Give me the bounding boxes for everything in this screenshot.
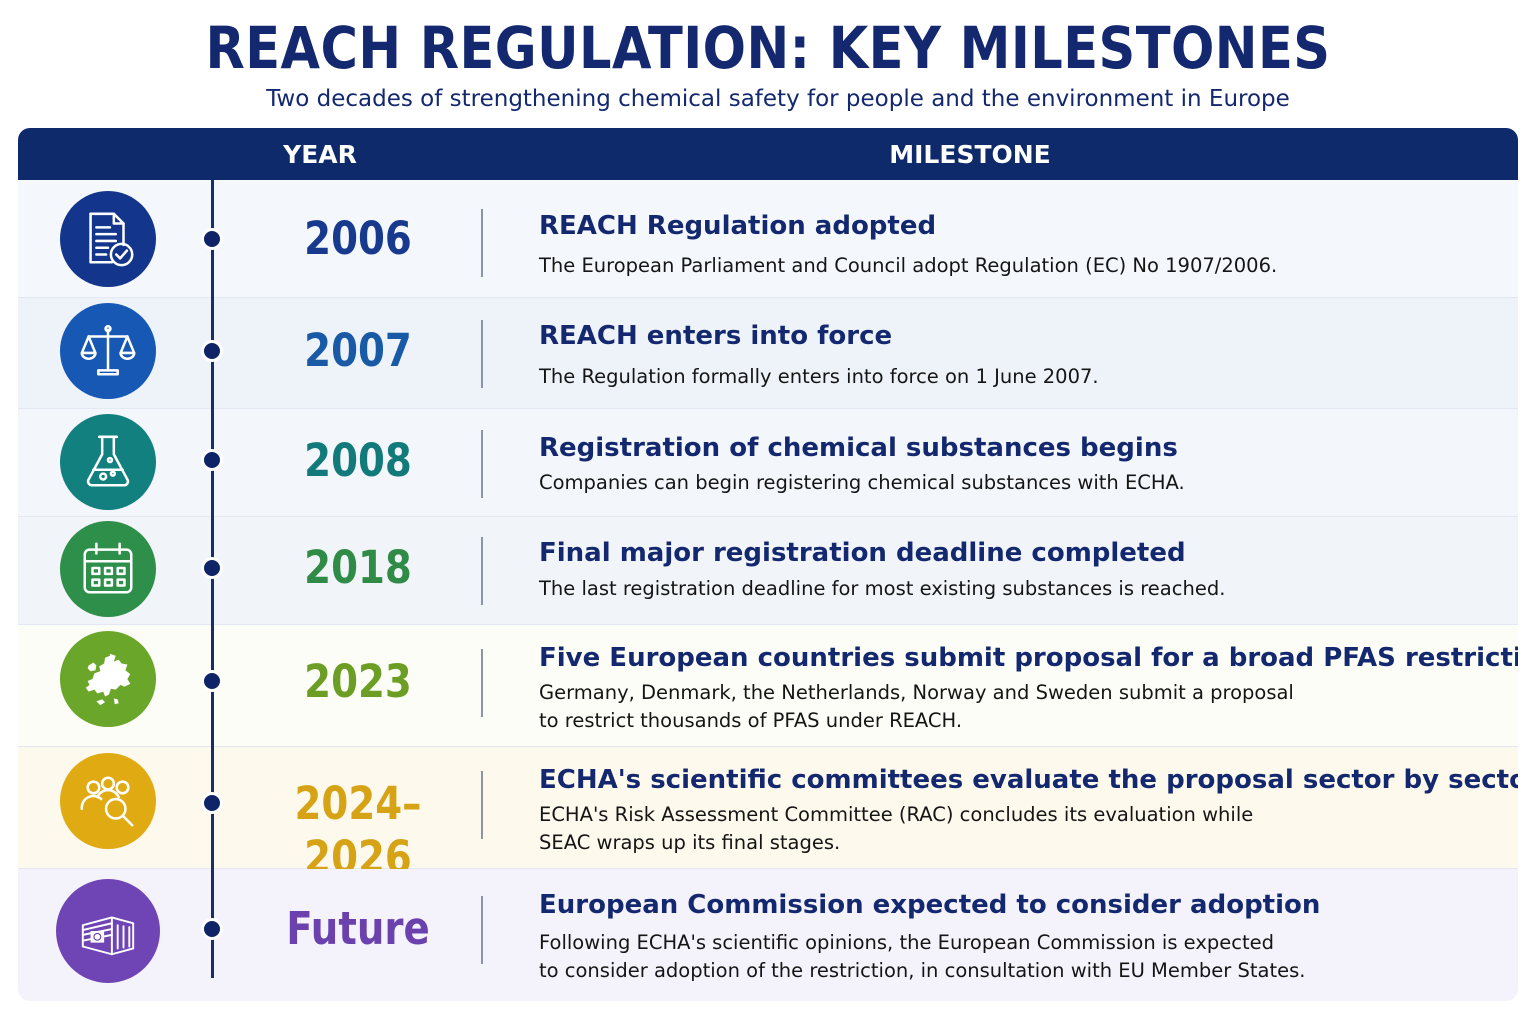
column-divider [481, 537, 483, 605]
timeline-dot [201, 557, 223, 579]
scales-icon [60, 303, 156, 399]
table-header: YEAR MILESTONE [18, 128, 1518, 180]
page-subtitle: Two decades of strengthening chemical sa… [266, 86, 1290, 112]
milestone-description: Companies can begin registering chemical… [539, 471, 1185, 494]
column-divider [481, 320, 483, 388]
milestone-title: European Commission expected to consider… [539, 890, 1321, 920]
milestone-title: ECHA's scientific committees evaluate th… [539, 765, 1518, 795]
milestone-description: ECHA's Risk Assessment Committee (RAC) c… [539, 801, 1399, 857]
year-label: Future [286, 902, 430, 955]
timeline-line [211, 180, 214, 978]
milestone-description: Germany, Denmark, the Netherlands, Norwa… [539, 679, 1399, 735]
page-header: REACH REGULATION: KEY MILESTONES Two dec… [0, 0, 1536, 128]
timeline-dot [201, 670, 223, 692]
milestone-description-line: ECHA's Risk Assessment Committee (RAC) c… [539, 803, 1254, 826]
timeline-dot [201, 792, 223, 814]
calendar-icon [60, 521, 156, 617]
committee-search-icon [60, 753, 156, 849]
timeline-dot [201, 228, 223, 250]
table-row: 2006 REACH Regulation adopted The Europe… [18, 180, 1518, 298]
year-label: 2018 [304, 541, 412, 594]
year-label: 2008 [304, 434, 412, 487]
document-check-icon [60, 191, 156, 287]
table-row: Future European Commission expected to c… [18, 869, 1518, 1001]
milestone-description-line: to restrict thousands of PFAS under REAC… [539, 709, 963, 732]
milestone-title: REACH Regulation adopted [539, 211, 937, 241]
column-header-milestone: MILESTONE [889, 140, 1051, 169]
column-divider [481, 771, 483, 839]
table-row: 2023 Five European countries submit prop… [18, 625, 1518, 747]
column-header-year: YEAR [283, 140, 357, 169]
milestone-description: The European Parliament and Council adop… [539, 254, 1278, 277]
year-label: 2023 [304, 655, 412, 708]
europe-map-icon [60, 631, 156, 727]
milestone-description-line: SEAC wraps up its final stages. [539, 831, 841, 854]
milestone-description-line: Germany, Denmark, the Netherlands, Norwa… [539, 681, 1294, 704]
table-row: 2018 Final major registration deadline c… [18, 517, 1518, 625]
table-row: 2008 Registration of chemical substances… [18, 409, 1518, 517]
milestone-description-line: to consider adoption of the restriction,… [539, 959, 1306, 982]
milestone-description: The last registration deadline for most … [539, 577, 1226, 600]
milestone-title: Registration of chemical substances begi… [539, 433, 1178, 463]
column-divider [481, 896, 483, 964]
year-label: 2007 [304, 324, 412, 377]
milestone-title: REACH enters into force [539, 321, 893, 351]
flask-icon [60, 414, 156, 510]
table-row: 2024–2026 ECHA's scientific committees e… [18, 747, 1518, 884]
milestone-description: The Regulation formally enters into forc… [539, 365, 1099, 388]
milestone-description: Following ECHA's scientific opinions, th… [539, 929, 1399, 985]
eu-commission-building-icon [56, 879, 160, 983]
timeline-dot [201, 449, 223, 471]
milestones-table: YEAR MILESTONE 2006 REACH Regulation ado… [18, 128, 1518, 1001]
column-divider [481, 649, 483, 717]
table-row: 2007 REACH enters into force The Regulat… [18, 298, 1518, 409]
year-label: 2006 [304, 212, 412, 265]
timeline-dot [201, 918, 223, 940]
page-title: REACH REGULATION: KEY MILESTONES [205, 14, 1331, 82]
column-divider [481, 430, 483, 498]
timeline-dot [201, 340, 223, 362]
milestone-description-line: Following ECHA's scientific opinions, th… [539, 931, 1274, 954]
milestone-title: Five European countries submit proposal … [539, 643, 1518, 673]
column-divider [481, 209, 483, 277]
milestone-title: Final major registration deadline comple… [539, 538, 1186, 568]
